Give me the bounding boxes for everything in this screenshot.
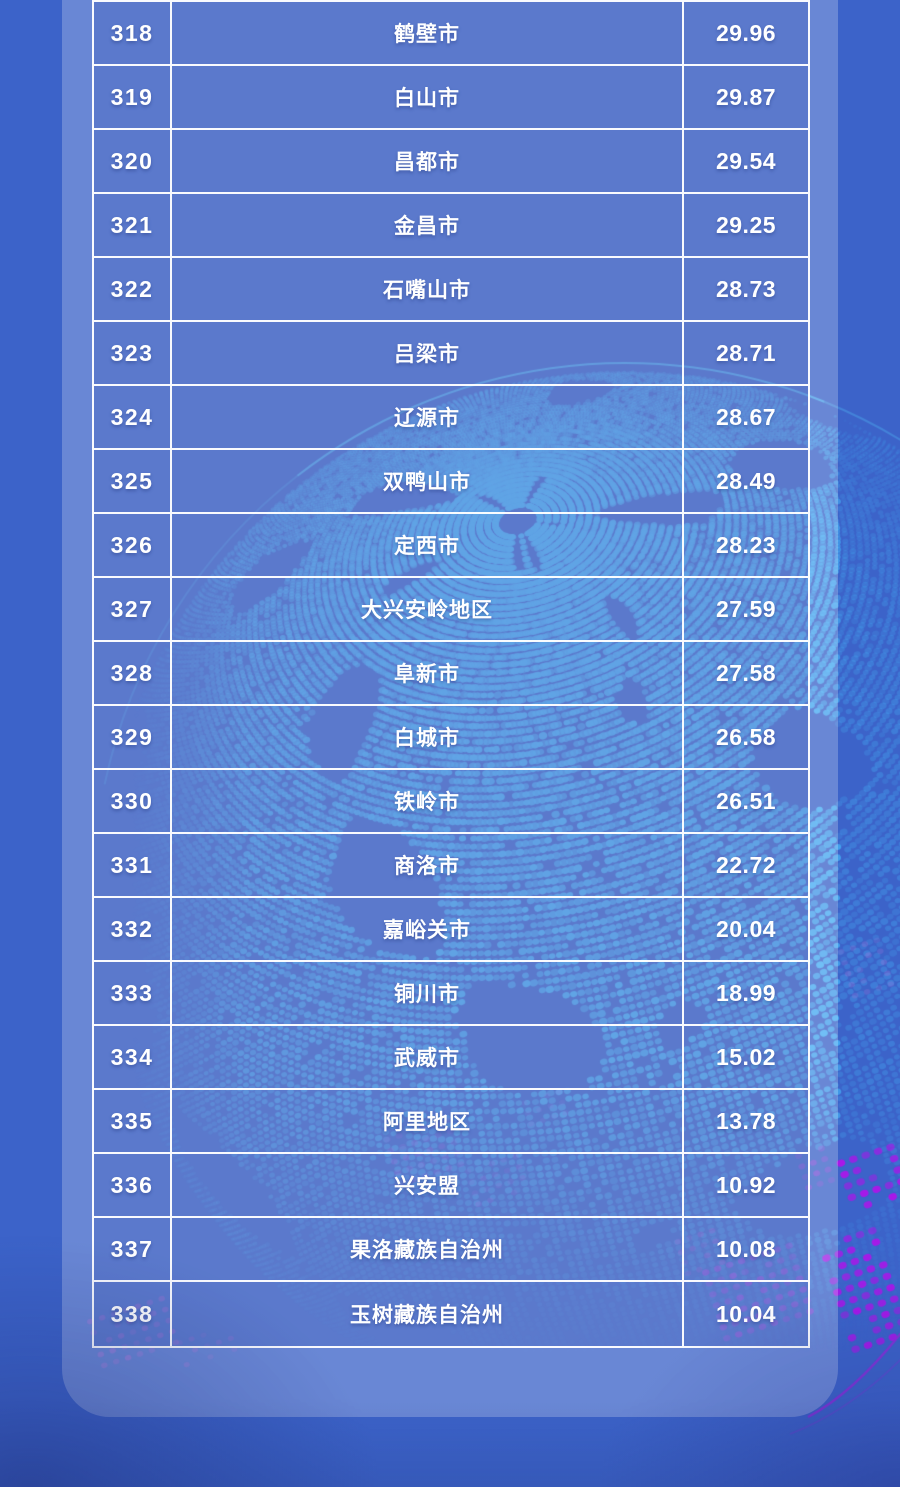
rank-cell: 318 bbox=[94, 2, 172, 64]
city-name-cell: 吕梁市 bbox=[172, 322, 684, 384]
city-name-cell: 果洛藏族自治州 bbox=[172, 1218, 684, 1280]
rank-cell: 327 bbox=[94, 578, 172, 640]
city-ranking-table: 318 鹤壁市 29.96 319 白山市 29.87 320 昌都市 29.5… bbox=[92, 0, 810, 1348]
rank-cell: 335 bbox=[94, 1090, 172, 1152]
score-cell: 13.78 bbox=[684, 1090, 808, 1152]
table-row: 330 铁岭市 26.51 bbox=[94, 770, 808, 834]
table-row: 322 石嘴山市 28.73 bbox=[94, 258, 808, 322]
table-row: 325 双鸭山市 28.49 bbox=[94, 450, 808, 514]
city-name-cell: 阜新市 bbox=[172, 642, 684, 704]
city-name-cell: 玉树藏族自治州 bbox=[172, 1282, 684, 1346]
rank-cell: 322 bbox=[94, 258, 172, 320]
rank-cell: 336 bbox=[94, 1154, 172, 1216]
table-row: 320 昌都市 29.54 bbox=[94, 130, 808, 194]
city-name-cell: 武威市 bbox=[172, 1026, 684, 1088]
rank-cell: 328 bbox=[94, 642, 172, 704]
score-cell: 29.54 bbox=[684, 130, 808, 192]
city-name-cell: 石嘴山市 bbox=[172, 258, 684, 320]
rank-cell: 337 bbox=[94, 1218, 172, 1280]
rank-cell: 330 bbox=[94, 770, 172, 832]
city-name-cell: 金昌市 bbox=[172, 194, 684, 256]
rank-cell: 334 bbox=[94, 1026, 172, 1088]
city-name-cell: 白山市 bbox=[172, 66, 684, 128]
rank-cell: 331 bbox=[94, 834, 172, 896]
table-row: 324 辽源市 28.67 bbox=[94, 386, 808, 450]
score-cell: 20.04 bbox=[684, 898, 808, 960]
city-name-cell: 嘉峪关市 bbox=[172, 898, 684, 960]
score-cell: 28.67 bbox=[684, 386, 808, 448]
rank-cell: 332 bbox=[94, 898, 172, 960]
table-row: 319 白山市 29.87 bbox=[94, 66, 808, 130]
score-cell: 26.58 bbox=[684, 706, 808, 768]
score-cell: 18.99 bbox=[684, 962, 808, 1024]
rank-cell: 324 bbox=[94, 386, 172, 448]
table-row: 332 嘉峪关市 20.04 bbox=[94, 898, 808, 962]
table-row: 321 金昌市 29.25 bbox=[94, 194, 808, 258]
table-row: 333 铜川市 18.99 bbox=[94, 962, 808, 1026]
score-cell: 29.25 bbox=[684, 194, 808, 256]
score-cell: 10.92 bbox=[684, 1154, 808, 1216]
score-cell: 10.08 bbox=[684, 1218, 808, 1280]
table-row: 328 阜新市 27.58 bbox=[94, 642, 808, 706]
score-cell: 22.72 bbox=[684, 834, 808, 896]
city-name-cell: 大兴安岭地区 bbox=[172, 578, 684, 640]
rank-cell: 321 bbox=[94, 194, 172, 256]
score-cell: 15.02 bbox=[684, 1026, 808, 1088]
table-row: 331 商洛市 22.72 bbox=[94, 834, 808, 898]
city-name-cell: 白城市 bbox=[172, 706, 684, 768]
table-row: 337 果洛藏族自治州 10.08 bbox=[94, 1218, 808, 1282]
rank-cell: 320 bbox=[94, 130, 172, 192]
city-name-cell: 辽源市 bbox=[172, 386, 684, 448]
table-row: 334 武威市 15.02 bbox=[94, 1026, 808, 1090]
table-row: 336 兴安盟 10.92 bbox=[94, 1154, 808, 1218]
rank-cell: 333 bbox=[94, 962, 172, 1024]
city-name-cell: 商洛市 bbox=[172, 834, 684, 896]
city-name-cell: 鹤壁市 bbox=[172, 2, 684, 64]
score-cell: 28.49 bbox=[684, 450, 808, 512]
city-name-cell: 铁岭市 bbox=[172, 770, 684, 832]
table-row: 335 阿里地区 13.78 bbox=[94, 1090, 808, 1154]
rank-cell: 323 bbox=[94, 322, 172, 384]
city-name-cell: 昌都市 bbox=[172, 130, 684, 192]
rank-cell: 338 bbox=[94, 1282, 172, 1346]
score-cell: 27.58 bbox=[684, 642, 808, 704]
table-row: 318 鹤壁市 29.96 bbox=[94, 2, 808, 66]
city-name-cell: 双鸭山市 bbox=[172, 450, 684, 512]
city-name-cell: 兴安盟 bbox=[172, 1154, 684, 1216]
score-cell: 29.87 bbox=[684, 66, 808, 128]
rank-cell: 319 bbox=[94, 66, 172, 128]
city-name-cell: 铜川市 bbox=[172, 962, 684, 1024]
table-row: 338 玉树藏族自治州 10.04 bbox=[94, 1282, 808, 1346]
rank-cell: 325 bbox=[94, 450, 172, 512]
city-name-cell: 定西市 bbox=[172, 514, 684, 576]
score-cell: 28.73 bbox=[684, 258, 808, 320]
rank-cell: 329 bbox=[94, 706, 172, 768]
city-name-cell: 阿里地区 bbox=[172, 1090, 684, 1152]
score-cell: 28.71 bbox=[684, 322, 808, 384]
score-cell: 27.59 bbox=[684, 578, 808, 640]
table-row: 323 吕梁市 28.71 bbox=[94, 322, 808, 386]
score-cell: 29.96 bbox=[684, 2, 808, 64]
content-panel bbox=[62, 0, 838, 1417]
table-row: 327 大兴安岭地区 27.59 bbox=[94, 578, 808, 642]
table-row: 326 定西市 28.23 bbox=[94, 514, 808, 578]
rank-cell: 326 bbox=[94, 514, 172, 576]
score-cell: 10.04 bbox=[684, 1282, 808, 1346]
score-cell: 28.23 bbox=[684, 514, 808, 576]
table-row: 329 白城市 26.58 bbox=[94, 706, 808, 770]
score-cell: 26.51 bbox=[684, 770, 808, 832]
